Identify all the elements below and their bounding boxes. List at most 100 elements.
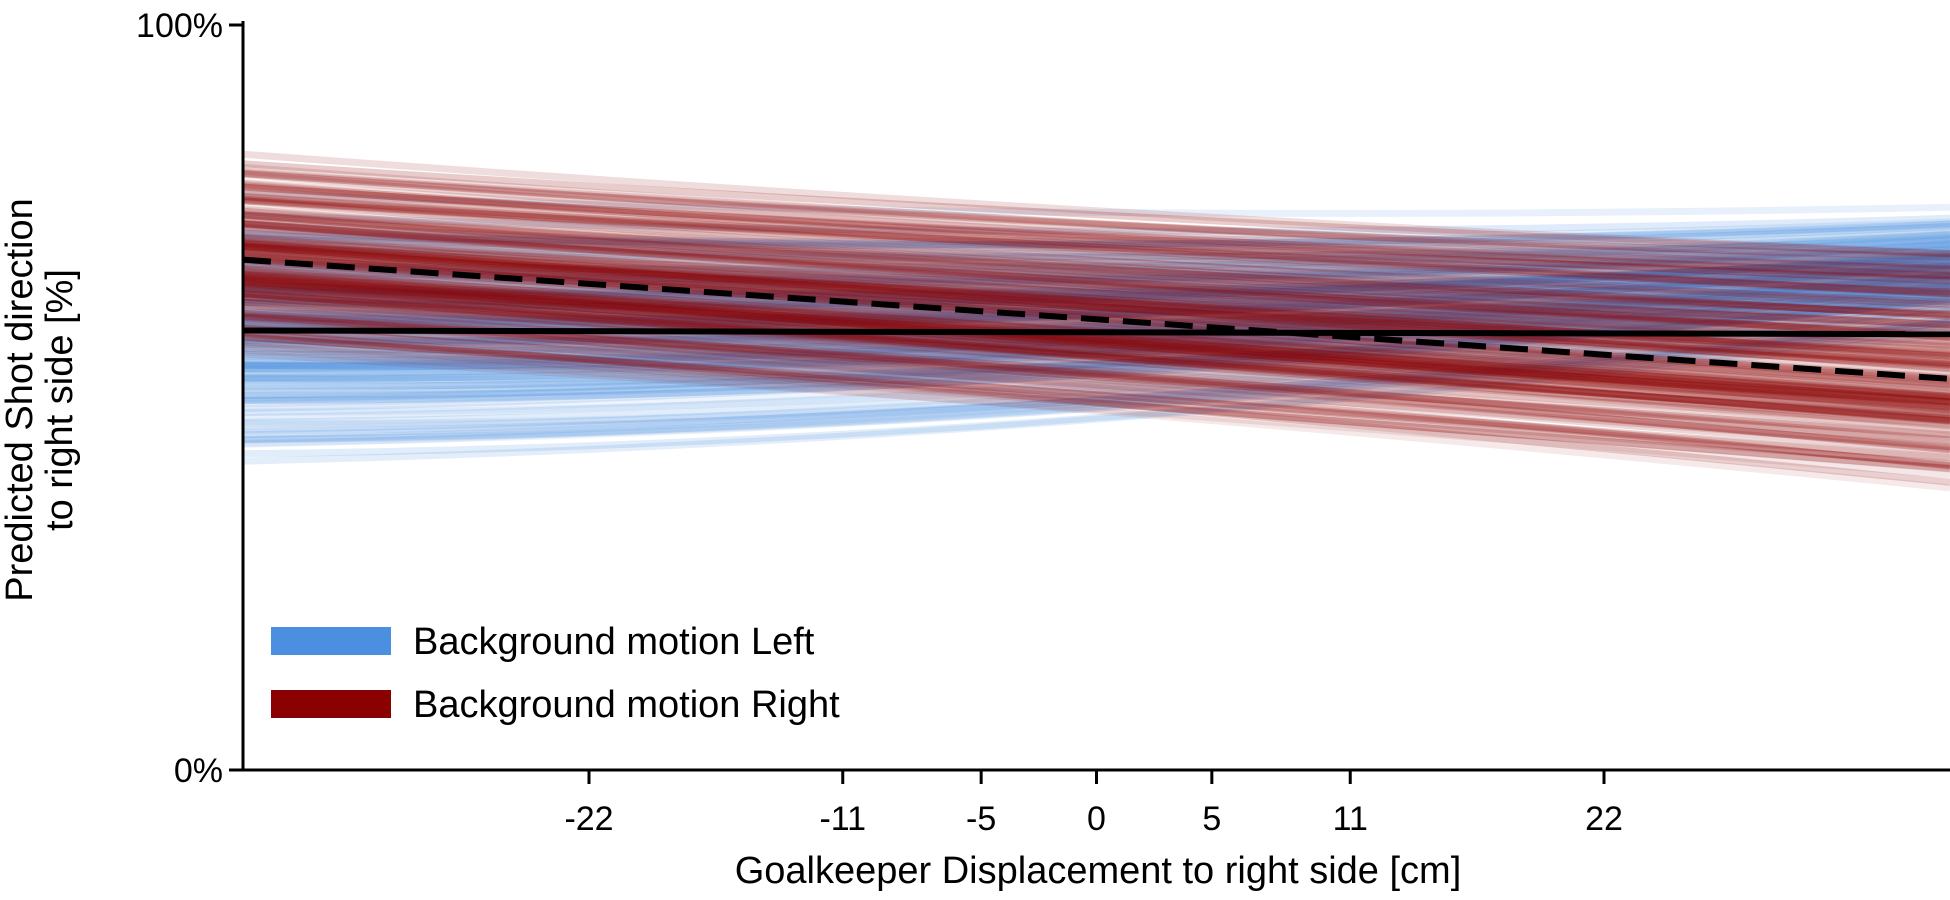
band-line [242, 242, 1950, 378]
band-line [242, 315, 1950, 427]
band-line [242, 244, 1950, 296]
band-line [242, 289, 1950, 406]
band-line [242, 261, 1950, 328]
band-line [242, 170, 1950, 262]
mean-line-solid [242, 327, 1950, 338]
band-line [242, 284, 1950, 406]
band-line [242, 296, 1950, 394]
band-line [242, 297, 1950, 391]
band-line [242, 237, 1950, 281]
band-line [242, 293, 1950, 405]
band-line [242, 197, 1950, 306]
band-line [242, 240, 1950, 337]
band-line [242, 328, 1950, 486]
band-line [242, 220, 1950, 318]
band-line [242, 279, 1950, 368]
band-line [242, 296, 1950, 390]
band-line [242, 160, 1950, 258]
band-right [242, 150, 1950, 492]
band-line [242, 254, 1950, 320]
x-tick-label: 0 [1087, 800, 1106, 838]
band-line [242, 192, 1950, 280]
band-line [242, 219, 1950, 342]
band-line [242, 227, 1950, 262]
band-line [242, 295, 1950, 425]
band-line [242, 250, 1950, 307]
band-line [242, 217, 1950, 309]
band-line [242, 253, 1950, 311]
band-line [242, 324, 1950, 447]
band-line [242, 220, 1950, 339]
band-line [242, 290, 1950, 423]
band-line [242, 295, 1950, 408]
band-line [242, 290, 1950, 382]
band-line [242, 299, 1950, 405]
band-line [242, 273, 1950, 345]
band-line [242, 231, 1950, 261]
x-tick-label: -22 [564, 800, 613, 838]
band-line [242, 267, 1950, 330]
band-line [242, 243, 1950, 370]
band-line [242, 256, 1950, 323]
band-line [242, 259, 1950, 307]
band-line [242, 278, 1950, 374]
band-line [242, 204, 1950, 303]
band-line [242, 275, 1950, 405]
band-line [242, 289, 1950, 396]
band-line [242, 246, 1950, 286]
mean-lines [242, 256, 1950, 382]
band-line [242, 289, 1950, 374]
legend-swatch [271, 690, 391, 718]
band-line [242, 320, 1950, 439]
band-line [242, 301, 1950, 420]
band-line [242, 238, 1950, 360]
band-line [242, 262, 1950, 332]
band-line [242, 307, 1950, 426]
band-line [242, 294, 1950, 382]
band-line [242, 280, 1950, 424]
band-line [242, 179, 1950, 273]
band-line [242, 318, 1950, 448]
band-line [242, 304, 1950, 416]
band-line [242, 243, 1950, 372]
band-line [242, 286, 1950, 376]
band-line [242, 294, 1950, 425]
x-tick-label: 22 [1585, 800, 1623, 838]
band-line [242, 318, 1950, 470]
y-axis-label-line1: Predicted Shot direction [0, 198, 41, 601]
band-line [242, 318, 1950, 435]
band-line [242, 212, 1950, 329]
band-line [242, 284, 1950, 419]
band-line [242, 253, 1950, 306]
mean-line-dashed [242, 256, 1950, 382]
band-line [242, 350, 1950, 479]
band-line [242, 205, 1950, 319]
band-line [242, 243, 1950, 298]
band-line [242, 195, 1950, 296]
ticks: -22 -11 -5 0 5 11 22 0% 100% [136, 7, 1623, 838]
band-line [242, 330, 1950, 468]
band-line [242, 266, 1950, 342]
band-line [242, 253, 1950, 299]
band-line [242, 284, 1950, 392]
band-line [242, 218, 1950, 246]
band-line [242, 254, 1950, 295]
band-line [242, 271, 1950, 402]
band-line [242, 277, 1950, 408]
band-line [242, 240, 1950, 294]
band-line [242, 276, 1950, 406]
band-line [242, 314, 1950, 451]
band-line [242, 261, 1950, 327]
band-line [242, 304, 1950, 439]
band-line [242, 342, 1950, 472]
band-line [242, 262, 1950, 329]
band-line [242, 334, 1950, 469]
band-line [242, 250, 1950, 308]
band-line [242, 254, 1950, 299]
band-line [242, 269, 1950, 345]
band-line [242, 298, 1950, 417]
band-line [242, 281, 1950, 372]
band-line [242, 207, 1950, 319]
band-line [242, 239, 1950, 345]
